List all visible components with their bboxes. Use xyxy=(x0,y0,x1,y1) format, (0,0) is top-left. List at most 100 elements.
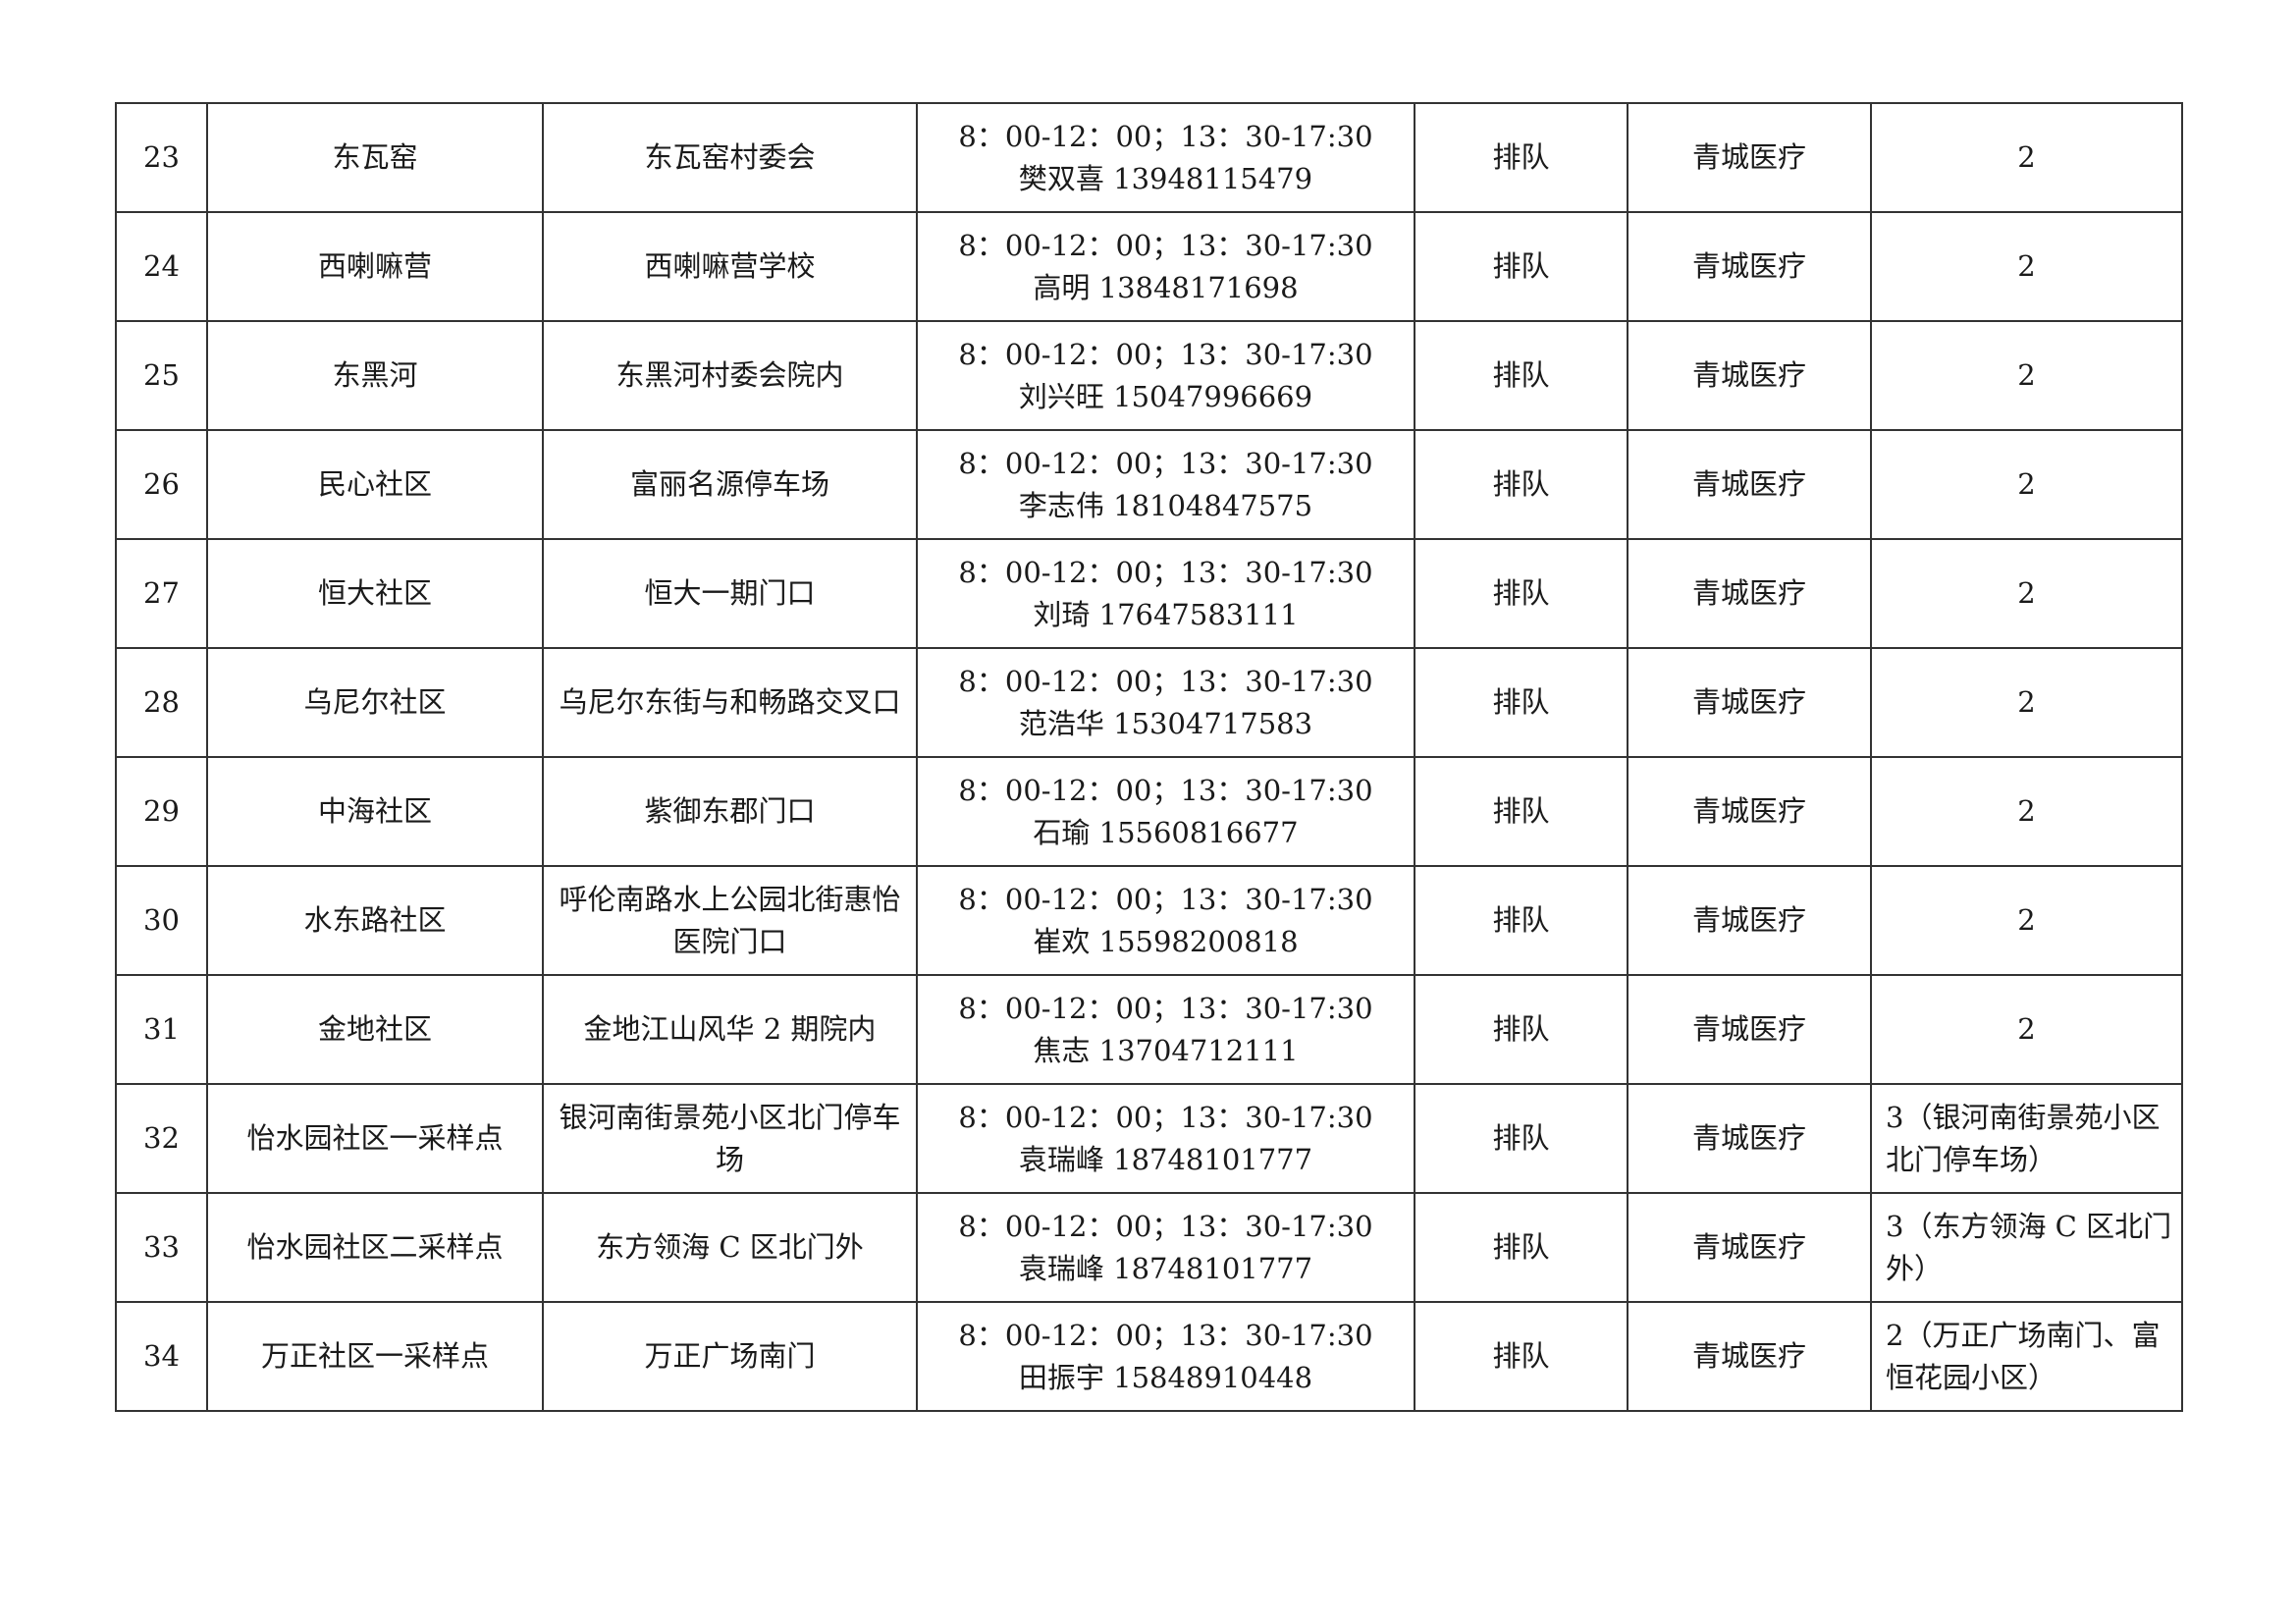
table-row: 31 金地社区 金地江山风华 2 期院内 8：00-12：00；13：30-17:30… xyxy=(115,974,2183,1085)
row-number: 28 xyxy=(115,647,208,758)
sampling-mode: 排队 xyxy=(1414,647,1629,758)
community-name: 万正社区一采样点 xyxy=(206,1301,544,1412)
table-row: 25 东黑河 东黑河村委会院内 8：00-12：00；13：30-17:30 刘兴旺 1… xyxy=(115,320,2183,431)
medical-provider: 青城医疗 xyxy=(1627,865,1872,976)
row-number: 23 xyxy=(115,102,208,213)
row-number: 29 xyxy=(115,756,208,867)
table-row: 33 怡水园社区二采样点 东方领海 C 区北门外 8：00-12：00；13：30-1… xyxy=(115,1192,2183,1303)
sampling-count: 3（东方领海 C 区北门外） xyxy=(1870,1192,2183,1303)
hours-contact-cell: 8：00-12：00；13：30-17:30 袁瑞峰 18748101777 xyxy=(916,1083,1415,1194)
medical-provider: 青城医疗 xyxy=(1627,1301,1872,1412)
hours-contact-cell: 8：00-12：00；13：30-17:30 樊双喜 13948115479 xyxy=(916,102,1415,213)
sampling-location: 东瓦窑村委会 xyxy=(542,102,918,213)
contact-person-phone: 刘兴旺 15047996669 xyxy=(1018,379,1313,413)
table-row: 29 中海社区 紫御东郡门口 8：00-12：00；13：30-17:30 石瑜 155… xyxy=(115,756,2183,867)
service-hours: 8：00-12：00；13：30-17:30 xyxy=(958,1100,1373,1134)
row-number: 33 xyxy=(115,1192,208,1303)
service-hours: 8：00-12：00；13：30-17:30 xyxy=(958,337,1373,371)
service-hours: 8：00-12：00；13：30-17:30 xyxy=(958,991,1373,1025)
sampling-location: 呼伦南路水上公园北街惠怡医院门口 xyxy=(542,865,918,976)
medical-provider: 青城医疗 xyxy=(1627,320,1872,431)
sampling-count: 2（万正广场南门、富恒花园小区） xyxy=(1870,1301,2183,1412)
contact-person-phone: 刘琦 17647583111 xyxy=(1033,597,1299,631)
service-hours: 8：00-12：00；13：30-17:30 xyxy=(958,882,1373,916)
table-body: 23 东瓦窑 东瓦窑村委会 8：00-12：00；13：30-17:30 樊双喜 139… xyxy=(115,102,2183,1412)
medical-provider: 青城医疗 xyxy=(1627,429,1872,540)
sampling-mode: 排队 xyxy=(1414,974,1629,1085)
service-hours: 8：00-12：00；13：30-17:30 xyxy=(958,555,1373,589)
table-row: 32 怡水园社区一采样点 银河南街景苑小区北门停车场 8：00-12：00；13：30… xyxy=(115,1083,2183,1194)
medical-provider: 青城医疗 xyxy=(1627,211,1872,322)
hours-contact-cell: 8：00-12：00；13：30-17:30 刘兴旺 15047996669 xyxy=(916,320,1415,431)
hours-contact-cell: 8：00-12：00；13：30-17:30 袁瑞峰 18748101777 xyxy=(916,1192,1415,1303)
service-hours: 8：00-12：00；13：30-17:30 xyxy=(958,664,1373,698)
row-number: 24 xyxy=(115,211,208,322)
sampling-mode: 排队 xyxy=(1414,756,1629,867)
table-row: 30 水东路社区 呼伦南路水上公园北街惠怡医院门口 8：00-12：00；13：30-… xyxy=(115,865,2183,976)
sampling-count: 2 xyxy=(1870,429,2183,540)
hours-contact-cell: 8：00-12：00；13：30-17:30 刘琦 17647583111 xyxy=(916,538,1415,649)
sampling-location: 富丽名源停车场 xyxy=(542,429,918,540)
sampling-location: 紫御东郡门口 xyxy=(542,756,918,867)
sampling-location: 乌尼尔东街与和畅路交叉口 xyxy=(542,647,918,758)
hours-contact-cell: 8：00-12：00；13：30-17:30 田振宇 15848910448 xyxy=(916,1301,1415,1412)
contact-person-phone: 李志伟 18104847575 xyxy=(1018,488,1313,522)
table-row: 28 乌尼尔社区 乌尼尔东街与和畅路交叉口 8：00-12：00；13：30-17:3… xyxy=(115,647,2183,758)
row-number: 31 xyxy=(115,974,208,1085)
community-name: 水东路社区 xyxy=(206,865,544,976)
table-row: 34 万正社区一采样点 万正广场南门 8：00-12：00；13：30-17:30 田振… xyxy=(115,1301,2183,1412)
sampling-mode: 排队 xyxy=(1414,211,1629,322)
sampling-mode: 排队 xyxy=(1414,429,1629,540)
sampling-mode: 排队 xyxy=(1414,1301,1629,1412)
hours-contact-cell: 8：00-12：00；13：30-17:30 石瑜 15560816677 xyxy=(916,756,1415,867)
sampling-location: 西喇嘛营学校 xyxy=(542,211,918,322)
community-name: 中海社区 xyxy=(206,756,544,867)
community-name: 金地社区 xyxy=(206,974,544,1085)
sampling-mode: 排队 xyxy=(1414,538,1629,649)
sampling-count: 2 xyxy=(1870,538,2183,649)
sampling-location: 东方领海 C 区北门外 xyxy=(542,1192,918,1303)
table-row: 24 西喇嘛营 西喇嘛营学校 8：00-12：00；13：30-17:30 高明 138… xyxy=(115,211,2183,322)
community-name: 怡水园社区二采样点 xyxy=(206,1192,544,1303)
contact-person-phone: 崔欢 15598200818 xyxy=(1033,924,1299,958)
sampling-location: 东黑河村委会院内 xyxy=(542,320,918,431)
contact-person-phone: 石瑜 15560816677 xyxy=(1033,815,1299,849)
community-name: 民心社区 xyxy=(206,429,544,540)
row-number: 27 xyxy=(115,538,208,649)
service-hours: 8：00-12：00；13：30-17:30 xyxy=(958,1318,1373,1352)
row-number: 26 xyxy=(115,429,208,540)
row-number: 34 xyxy=(115,1301,208,1412)
sampling-mode: 排队 xyxy=(1414,320,1629,431)
service-hours: 8：00-12：00；13：30-17:30 xyxy=(958,228,1373,262)
hours-contact-cell: 8：00-12：00；13：30-17:30 崔欢 15598200818 xyxy=(916,865,1415,976)
row-number: 32 xyxy=(115,1083,208,1194)
contact-person-phone: 袁瑞峰 18748101777 xyxy=(1018,1251,1313,1285)
table-row: 26 民心社区 富丽名源停车场 8：00-12：00；13：30-17:30 李志伟 1… xyxy=(115,429,2183,540)
contact-person-phone: 樊双喜 13948115479 xyxy=(1018,161,1313,195)
medical-provider: 青城医疗 xyxy=(1627,647,1872,758)
row-number: 25 xyxy=(115,320,208,431)
sampling-sites-table: 23 东瓦窑 东瓦窑村委会 8：00-12：00；13：30-17:30 樊双喜 139… xyxy=(115,102,2183,1412)
community-name: 东黑河 xyxy=(206,320,544,431)
sampling-mode: 排队 xyxy=(1414,1083,1629,1194)
row-number: 30 xyxy=(115,865,208,976)
sampling-count: 2 xyxy=(1870,756,2183,867)
sampling-count: 2 xyxy=(1870,974,2183,1085)
medical-provider: 青城医疗 xyxy=(1627,756,1872,867)
medical-provider: 青城医疗 xyxy=(1627,1083,1872,1194)
contact-person-phone: 高明 13848171698 xyxy=(1033,270,1299,304)
contact-person-phone: 田振宇 15848910448 xyxy=(1018,1360,1313,1394)
service-hours: 8：00-12：00；13：30-17:30 xyxy=(958,446,1373,480)
sampling-location: 金地江山风华 2 期院内 xyxy=(542,974,918,1085)
sampling-mode: 排队 xyxy=(1414,1192,1629,1303)
hours-contact-cell: 8：00-12：00；13：30-17:30 高明 13848171698 xyxy=(916,211,1415,322)
medical-provider: 青城医疗 xyxy=(1627,1192,1872,1303)
table-row: 27 恒大社区 恒大一期门口 8：00-12：00；13：30-17:30 刘琦 176… xyxy=(115,538,2183,649)
hours-contact-cell: 8：00-12：00；13：30-17:30 焦志 13704712111 xyxy=(916,974,1415,1085)
community-name: 怡水园社区一采样点 xyxy=(206,1083,544,1194)
sampling-count: 3（银河南街景苑小区北门停车场） xyxy=(1870,1083,2183,1194)
sampling-location: 万正广场南门 xyxy=(542,1301,918,1412)
sampling-location: 恒大一期门口 xyxy=(542,538,918,649)
sampling-count: 2 xyxy=(1870,647,2183,758)
medical-provider: 青城医疗 xyxy=(1627,974,1872,1085)
